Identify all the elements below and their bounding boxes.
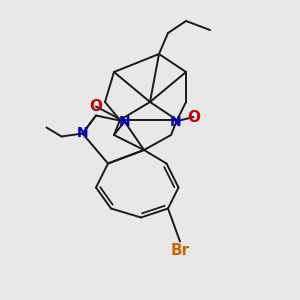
Text: N: N xyxy=(119,115,130,128)
Text: O: O xyxy=(187,110,200,124)
Text: Br: Br xyxy=(170,243,190,258)
Text: O: O xyxy=(89,99,103,114)
Text: N: N xyxy=(170,115,181,128)
Text: N: N xyxy=(77,127,88,140)
